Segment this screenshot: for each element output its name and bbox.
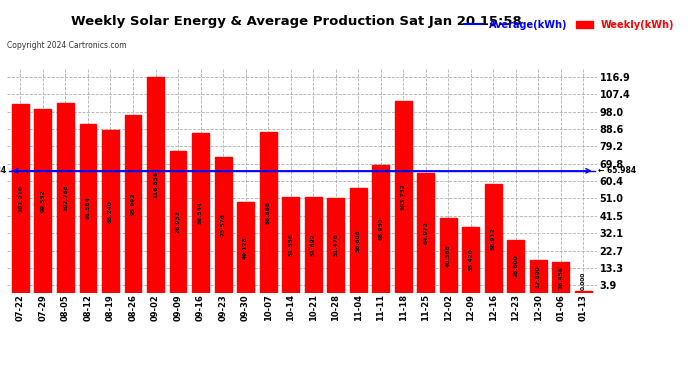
Text: 102.768: 102.768 [63, 184, 68, 211]
Text: 58.912: 58.912 [491, 227, 496, 249]
Bar [507, 240, 524, 292]
Text: 64.972: 64.972 [423, 221, 428, 244]
Text: 16.456: 16.456 [558, 266, 563, 289]
Text: 35.420: 35.420 [469, 249, 473, 271]
Bar [147, 77, 164, 292]
Text: 76.932: 76.932 [175, 210, 181, 233]
Bar [327, 198, 344, 292]
Bar [57, 103, 74, 292]
Text: ← 65.984: ← 65.984 [598, 166, 636, 175]
Text: 86.868: 86.868 [266, 201, 270, 224]
Text: 95.992: 95.992 [130, 193, 135, 215]
Bar [485, 184, 502, 292]
Bar [305, 197, 322, 292]
Bar [530, 260, 546, 292]
Text: 65.984: 65.984 [0, 166, 7, 175]
Text: 56.608: 56.608 [355, 229, 361, 252]
Text: 17.600: 17.600 [536, 265, 541, 288]
Legend: Average(kWh), Weekly(kWh): Average(kWh), Weekly(kWh) [460, 16, 678, 34]
Bar [102, 130, 119, 292]
Bar [259, 132, 277, 292]
Text: 88.240: 88.240 [108, 200, 113, 222]
Bar [79, 124, 97, 292]
Text: 102.216: 102.216 [18, 185, 23, 211]
Text: 116.856: 116.856 [153, 171, 158, 198]
Text: Copyright 2024 Cartronics.com: Copyright 2024 Cartronics.com [7, 41, 126, 50]
Text: 49.128: 49.128 [243, 236, 248, 259]
Text: 99.552: 99.552 [41, 189, 46, 212]
Text: 73.576: 73.576 [221, 213, 226, 236]
Bar [170, 151, 186, 292]
Text: 40.368: 40.368 [446, 244, 451, 267]
Bar [553, 262, 569, 292]
Bar [282, 197, 299, 292]
Bar [440, 218, 457, 292]
Bar [192, 133, 209, 292]
Bar [372, 165, 389, 292]
Text: 91.584: 91.584 [86, 196, 90, 219]
Bar [462, 227, 479, 292]
Text: 51.556: 51.556 [288, 234, 293, 256]
Bar [237, 202, 254, 292]
Bar [125, 116, 141, 292]
Text: 51.692: 51.692 [310, 234, 315, 256]
Text: 28.600: 28.600 [513, 255, 518, 278]
Text: 68.952: 68.952 [378, 217, 383, 240]
Bar [417, 172, 434, 292]
Bar [395, 101, 412, 292]
Text: 86.544: 86.544 [198, 201, 203, 224]
Text: 0.000: 0.000 [581, 272, 586, 290]
Bar [12, 104, 29, 292]
Bar [215, 157, 232, 292]
Bar [575, 291, 592, 292]
Bar [34, 109, 51, 292]
Text: 103.732: 103.732 [401, 183, 406, 210]
Text: Weekly Solar Energy & Average Production Sat Jan 20 15:58: Weekly Solar Energy & Average Production… [71, 15, 522, 28]
Text: 51.476: 51.476 [333, 234, 338, 256]
Bar [350, 188, 366, 292]
